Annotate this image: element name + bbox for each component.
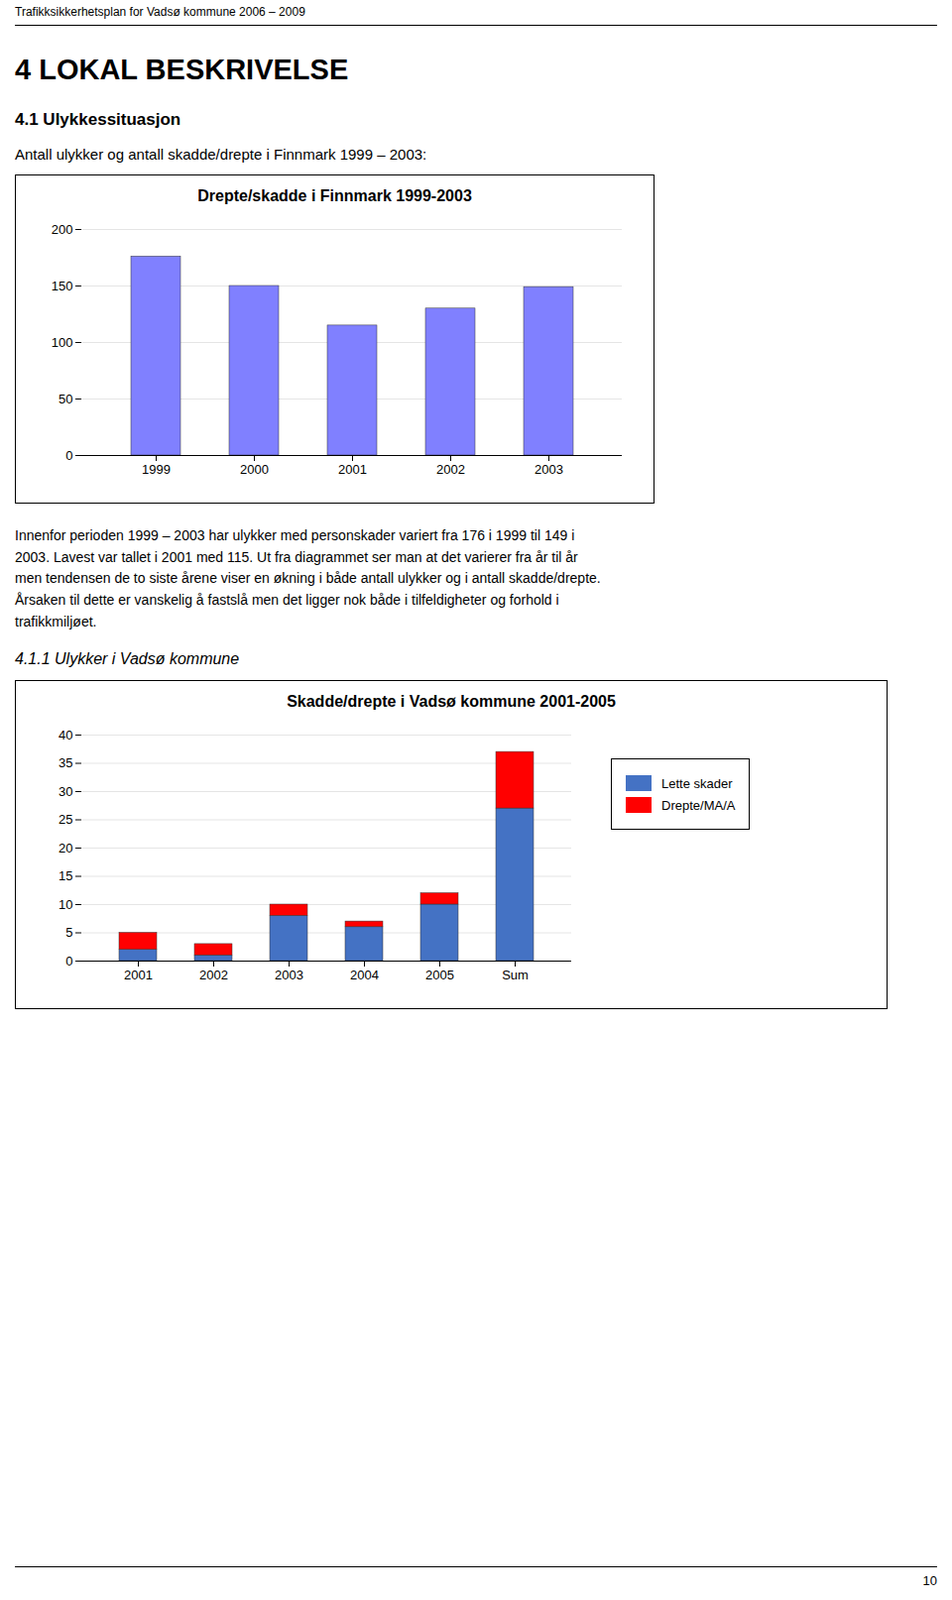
svg-text:100: 100 <box>51 335 74 351</box>
html-text:4.1.1 Ulykker i Vadsø kommune: 4.1.1 Ulykker i Vadsø kommune <box>14 650 240 668</box>
svg-text:2003: 2003 <box>534 462 564 477</box>
svg-text:2004: 2004 <box>350 967 379 983</box>
svg-text:200: 200 <box>51 222 74 238</box>
html-text:Trafikksikkerhetsplan for Vads: Trafikksikkerhetsplan for Vadsø kommune … <box>14 4 306 19</box>
html-text:4.1 Ulykkessituasjon: 4.1 Ulykkessituasjon <box>14 110 181 129</box>
html-text:Innenfor perioden 1999 – 2003: Innenfor perioden 1999 – 2003 har ulykke… <box>14 527 575 544</box>
svg-text:0: 0 <box>65 953 73 969</box>
html-text:Årsaken til dette er vanskelig: Årsaken til dette er vanskelig å fastslå… <box>14 592 560 608</box>
svg-text:150: 150 <box>51 278 74 294</box>
svg-text:2005: 2005 <box>425 967 455 983</box>
svg-text:40: 40 <box>58 727 73 743</box>
svg-text:2001: 2001 <box>338 462 367 477</box>
svg-text:2002: 2002 <box>199 967 229 983</box>
svg-text:35: 35 <box>58 756 73 772</box>
html-text:Skadde/drepte i Vadsø kommune: Skadde/drepte i Vadsø kommune 2001-2005 <box>286 693 616 711</box>
html-text:Lette skader: Lette skader <box>661 776 733 792</box>
html-text:Drepte/MA/A: Drepte/MA/A <box>661 798 736 814</box>
svg-text:5: 5 <box>65 926 73 942</box>
svg-text:20: 20 <box>58 840 73 856</box>
svg-text:Sum: Sum <box>501 967 529 983</box>
html-text:4 LOKAL BESKRIVELSE: 4 LOKAL BESKRIVELSE <box>14 53 349 86</box>
svg-text:2000: 2000 <box>239 462 269 477</box>
svg-text:1999: 1999 <box>141 462 171 477</box>
html-text:men tendensen de to siste åren: men tendensen de to siste årene viser en… <box>14 570 601 587</box>
svg-text:0: 0 <box>65 448 73 464</box>
html-text:10: 10 <box>922 1573 938 1589</box>
svg-text:25: 25 <box>58 813 73 829</box>
svg-text:2003: 2003 <box>274 967 304 983</box>
html-text:trafikkmiljøet.: trafikkmiljøet. <box>14 613 97 630</box>
html-text:Drepte/skadde i Finnmark 1999-: Drepte/skadde i Finnmark 1999-2003 <box>197 187 472 205</box>
svg-text:2001: 2001 <box>123 967 153 983</box>
svg-text:10: 10 <box>58 897 73 913</box>
html-text:Antall ulykker og antall skadd: Antall ulykker og antall skadde/drepte i… <box>14 145 427 163</box>
svg-text:30: 30 <box>58 784 73 800</box>
svg-text:2002: 2002 <box>436 462 466 477</box>
html-text:2003. Lavest var tallet i 2001: 2003. Lavest var tallet i 2001 med 115. … <box>14 549 578 565</box>
svg-text:50: 50 <box>58 391 73 407</box>
svg-text:15: 15 <box>58 869 73 885</box>
